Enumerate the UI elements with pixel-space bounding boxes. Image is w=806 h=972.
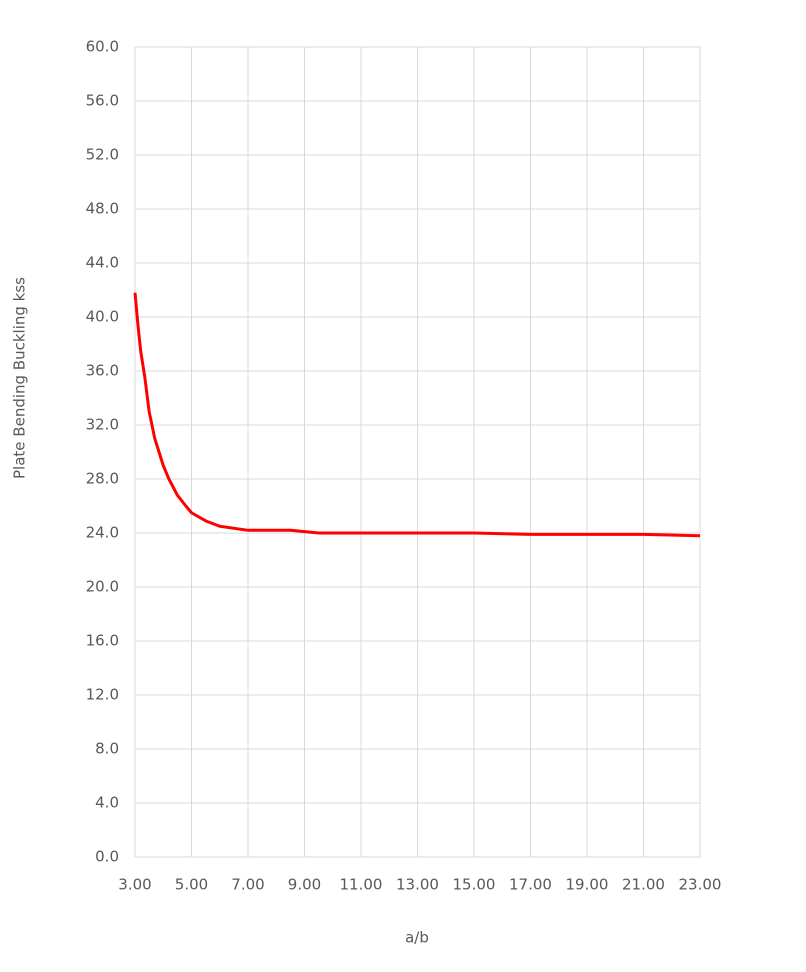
y-tick-label: 44.0	[86, 254, 119, 272]
data-line	[133, 292, 701, 538]
y-tick-label: 32.0	[86, 416, 119, 434]
x-tick-label: 13.00	[396, 876, 439, 894]
x-tick-label: 7.00	[231, 876, 264, 894]
y-tick-label: 56.0	[86, 92, 119, 110]
y-tick-label: 4.0	[95, 794, 119, 812]
x-tick-label: 17.00	[509, 876, 552, 894]
x-tick-label: 5.00	[175, 876, 208, 894]
x-tick-label: 23.00	[679, 876, 722, 894]
x-axis-label: a/b	[405, 929, 429, 947]
y-tick-label: 28.0	[86, 470, 119, 488]
y-tick-label: 24.0	[86, 524, 119, 542]
y-tick-label: 48.0	[86, 200, 119, 218]
y-tick-label: 36.0	[86, 362, 119, 380]
x-tick-label: 21.00	[622, 876, 665, 894]
y-tick-label: 40.0	[86, 308, 119, 326]
y-tick-label: 8.0	[95, 740, 119, 758]
x-tick-label: 3.00	[118, 876, 151, 894]
y-axis-label: Plate Bending Buckling kss	[11, 277, 29, 479]
y-tick-label: 12.0	[86, 686, 119, 704]
y-tick-label: 60.0	[86, 38, 119, 56]
x-tick-label: 11.00	[340, 876, 383, 894]
x-tick-label: 9.00	[288, 876, 321, 894]
y-tick-label: 16.0	[86, 632, 119, 650]
x-tick-label: 19.00	[566, 876, 609, 894]
y-tick-label: 52.0	[86, 146, 119, 164]
y-tick-label: 0.0	[95, 848, 119, 866]
x-tick-label: 15.00	[453, 876, 496, 894]
y-tick-label: 20.0	[86, 578, 119, 596]
